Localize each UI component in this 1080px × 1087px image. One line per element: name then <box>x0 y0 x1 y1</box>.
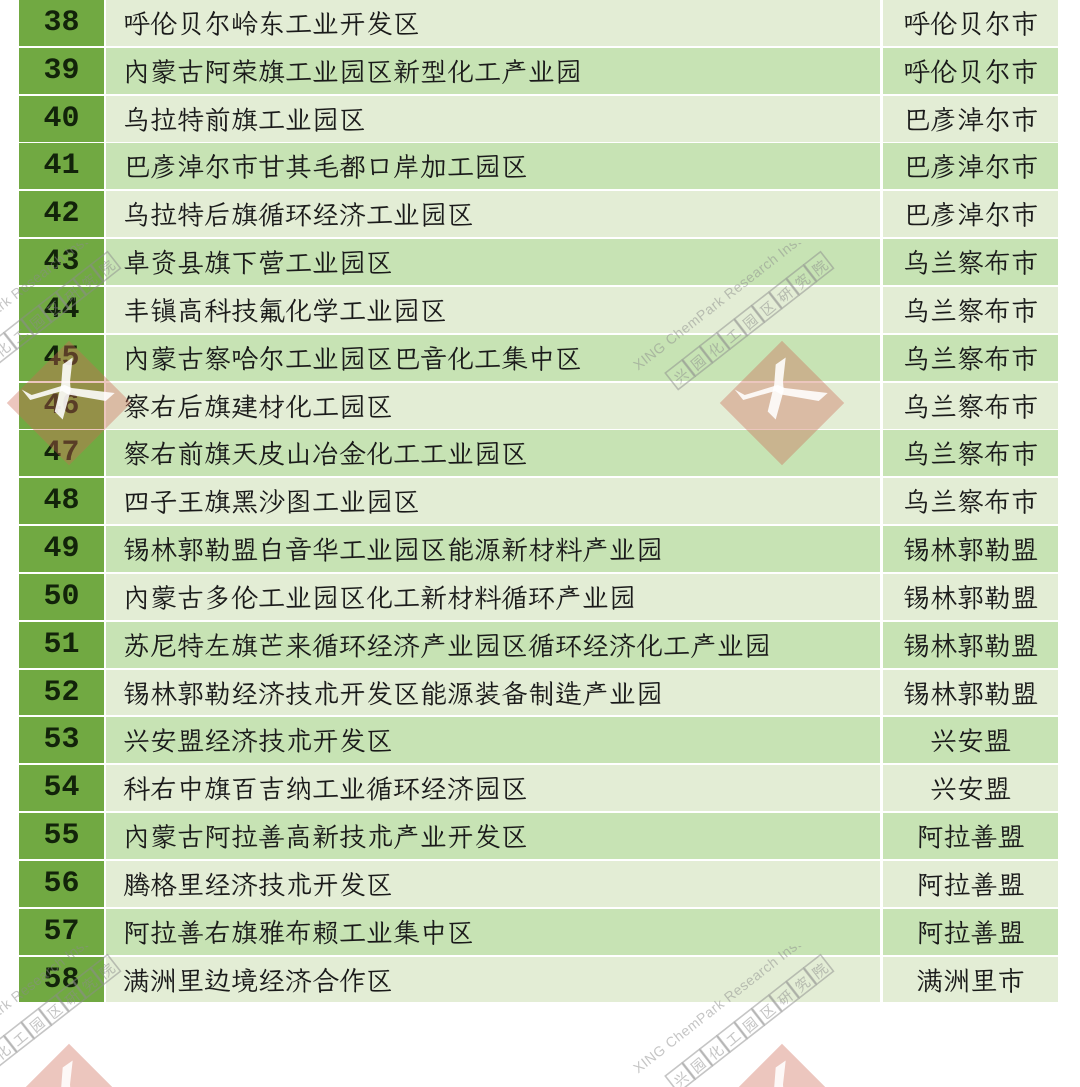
svg-text:工: 工 <box>8 1026 32 1051</box>
svg-text:化: 化 <box>704 1040 728 1065</box>
svg-text:园: 园 <box>686 1053 710 1078</box>
svg-text:化: 化 <box>0 337 15 362</box>
svg-text:化: 化 <box>0 1040 15 1065</box>
svg-text:园: 园 <box>738 1013 762 1038</box>
svg-text:兴: 兴 <box>669 1067 693 1087</box>
svg-text:园: 园 <box>25 1013 49 1038</box>
svg-text:工: 工 <box>721 1026 745 1051</box>
